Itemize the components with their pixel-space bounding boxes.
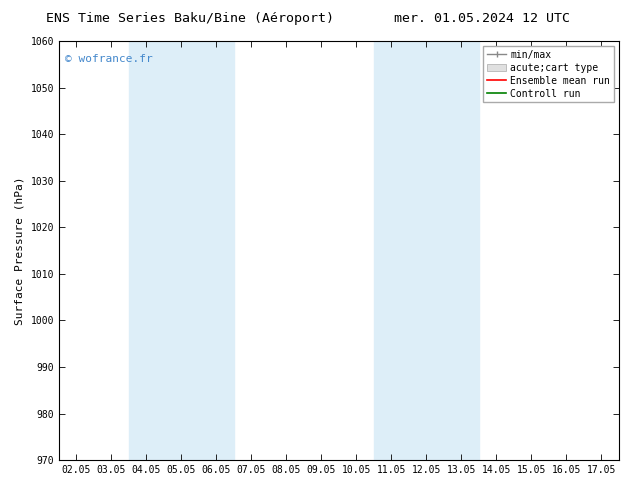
Bar xyxy=(129,41,234,460)
Text: mer. 01.05.2024 12 UTC: mer. 01.05.2024 12 UTC xyxy=(394,12,570,25)
Y-axis label: Surface Pressure (hPa): Surface Pressure (hPa) xyxy=(15,176,25,325)
Bar xyxy=(374,41,479,460)
Legend: min/max, acute;cart type, Ensemble mean run, Controll run: min/max, acute;cart type, Ensemble mean … xyxy=(483,46,614,102)
Text: © wofrance.fr: © wofrance.fr xyxy=(65,53,152,64)
Text: ENS Time Series Baku/Bine (Aéroport): ENS Time Series Baku/Bine (Aéroport) xyxy=(46,12,334,25)
